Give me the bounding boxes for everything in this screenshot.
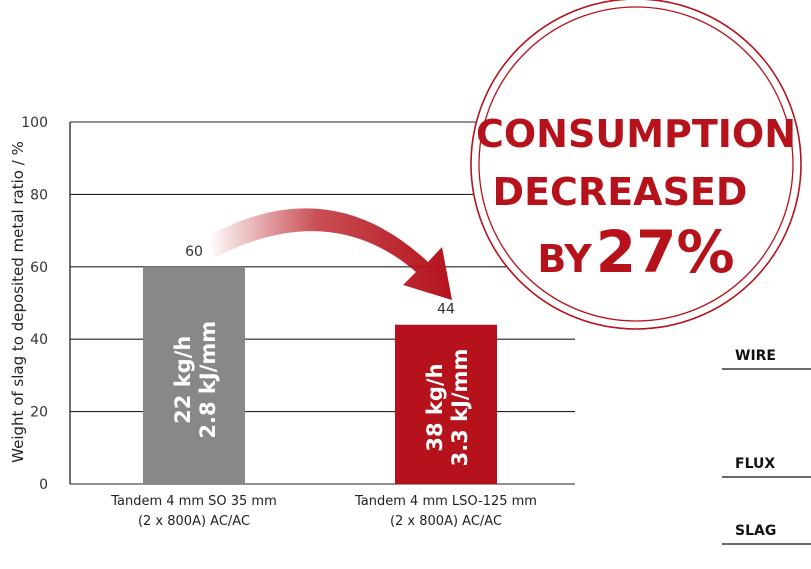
side-label: WIRE	[735, 348, 776, 364]
callout-value: 27%	[596, 218, 735, 286]
bar-label: 3.3 kJ/mm	[448, 349, 472, 467]
y-tick-label: 20	[30, 405, 48, 421]
callout-line-3: BY27%	[537, 218, 734, 286]
callout-badge: CONSUMPTION DECREASED BY27%	[470, 0, 802, 330]
y-tick-labels: 0 20 40 60 80 100	[21, 115, 48, 493]
category-label: Tandem 4 mm SO 35 mm	[110, 494, 277, 509]
bar-label-group: 38 kg/h 3.3 kJ/mm	[423, 349, 472, 467]
callout-line-1: CONSUMPTION	[476, 112, 796, 156]
in-bar-labels: 22 kg/h 2.8 kJ/mm 38 kg/h 3.3 kJ/mm	[171, 321, 472, 467]
category-label: (2 x 800A) AC/AC	[390, 514, 502, 529]
data-labels: 60 44	[185, 244, 455, 318]
category-label: (2 x 800A) AC/AC	[138, 514, 250, 529]
y-axis-label: Weight of slag to deposited metal ratio …	[9, 141, 27, 463]
y-tick-label: 80	[30, 187, 48, 203]
callout-prefix: BY	[537, 237, 592, 281]
side-labels: WIRE FLUX SLAG	[722, 348, 811, 545]
bar	[395, 324, 497, 484]
bar	[143, 266, 245, 484]
y-tick-label: 60	[30, 260, 48, 276]
data-label: 44	[437, 302, 455, 318]
side-label: SLAG	[735, 523, 776, 539]
bar-label: 22 kg/h	[171, 336, 195, 424]
y-tick-label: 100	[21, 115, 48, 131]
y-tick-label: 0	[39, 477, 48, 493]
callout-line-2: DECREASED	[493, 170, 748, 214]
category-labels: Tandem 4 mm SO 35 mm (2 x 800A) AC/AC Tand…	[110, 494, 537, 529]
bar-label: 2.8 kJ/mm	[196, 321, 220, 439]
bar-label-group: 22 kg/h 2.8 kJ/mm	[171, 321, 220, 439]
side-label: FLUX	[735, 456, 775, 472]
bars	[143, 266, 497, 484]
category-label: Tandem 4 mm LSO-125 mm	[354, 494, 537, 509]
trend-arrow	[208, 208, 452, 300]
y-tick-label: 40	[30, 332, 48, 348]
bar-label: 38 kg/h	[423, 363, 447, 451]
data-label: 60	[185, 244, 203, 260]
